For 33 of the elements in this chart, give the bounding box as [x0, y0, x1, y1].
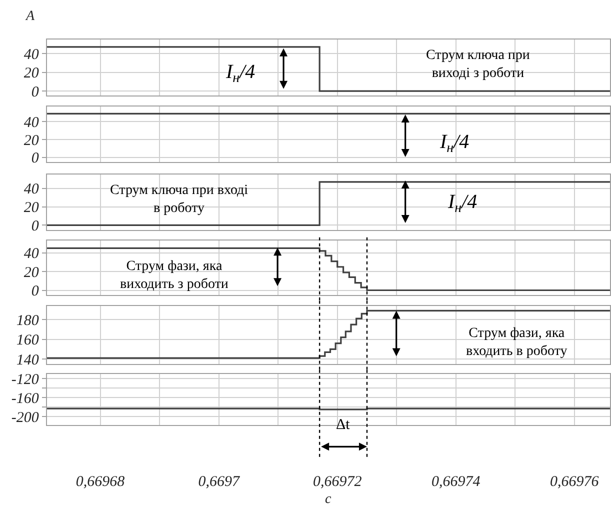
- x-tick-label: 0,66974: [432, 474, 481, 490]
- y-tick-label: 20: [24, 66, 40, 82]
- y-tick-label: 20: [24, 132, 40, 149]
- y-tick-label: 40: [24, 46, 40, 63]
- annotation: Струм фази, яка виходить з роботи: [120, 259, 229, 292]
- x-tick-label: 0,66972: [312, 474, 362, 490]
- y-tick-label: 40: [24, 114, 40, 131]
- x-tick-label: 0,6697: [198, 474, 241, 490]
- y-tick-label: 180: [16, 312, 40, 329]
- y-tick-label: 0: [31, 84, 40, 100]
- y-tick-label: 140: [16, 352, 40, 368]
- y-tick-label: 40: [24, 246, 40, 262]
- x-axis-title: c: [325, 492, 332, 507]
- y-tick-label: 20: [24, 264, 40, 281]
- y-tick-label: 0: [31, 150, 40, 167]
- y-tick-label: 20: [24, 200, 40, 216]
- annotation: Δt: [336, 417, 351, 433]
- y-tick-label: 0: [31, 284, 40, 300]
- y-axis-title: A: [25, 9, 35, 24]
- y-tick-label: 0: [31, 218, 40, 234]
- y-tick-label: -120: [11, 372, 40, 388]
- annotation: I$_{н}$/4: [447, 191, 478, 216]
- x-tick-label: 0,66976: [550, 474, 600, 490]
- annotation: Струм фази, яка входить в роботу: [466, 326, 568, 360]
- annotation: Струм ключа при вході в роботу: [110, 183, 248, 216]
- y-tick-label: -160: [11, 390, 40, 407]
- x-tick-label: 0,66968: [76, 474, 126, 490]
- y-tick-label: 160: [16, 332, 40, 349]
- annotation: Струм ключа при виході з роботи: [426, 48, 530, 82]
- y-tick-label: 40: [24, 182, 40, 198]
- annotation: I$_{н}$/4: [439, 131, 470, 156]
- annotation: I$_{н}$/4: [225, 61, 256, 86]
- y-tick-label: -200: [11, 410, 40, 426]
